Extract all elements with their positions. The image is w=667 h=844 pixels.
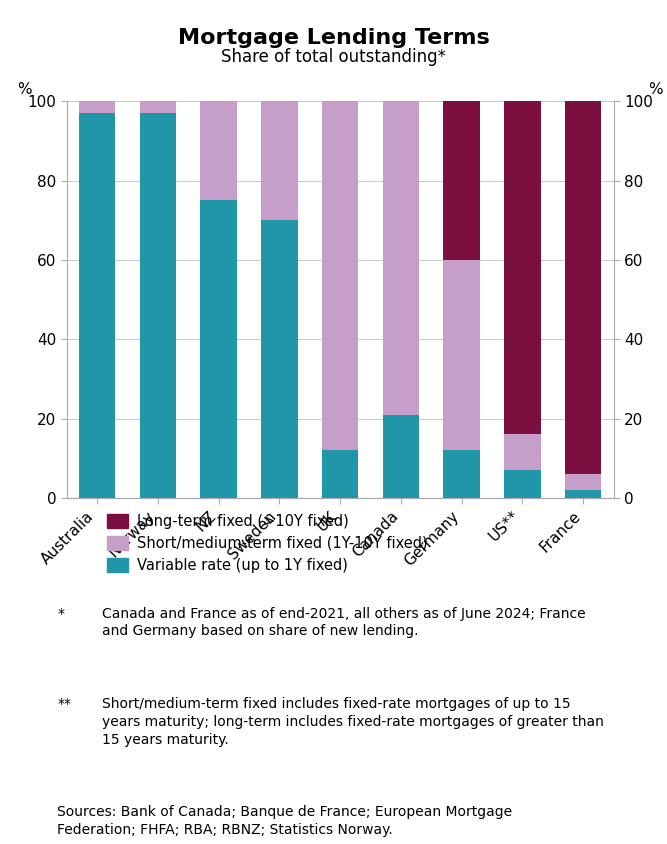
Bar [200, 201, 237, 498]
Text: Sources: Bank of Canada; Banque de France; European Mortgage
Federation; FHFA; R: Sources: Bank of Canada; Banque de Franc… [57, 805, 512, 836]
Bar [565, 490, 602, 498]
Bar [139, 113, 176, 498]
Text: %: % [648, 83, 663, 97]
Text: Short/medium-term fixed includes fixed-rate mortgages of up to 15
years maturity: Short/medium-term fixed includes fixed-r… [103, 697, 604, 747]
Bar [504, 101, 541, 435]
Bar [383, 414, 419, 498]
Bar [383, 101, 419, 414]
Bar [79, 101, 115, 113]
Bar [322, 451, 358, 498]
Bar [444, 260, 480, 451]
Bar [504, 435, 541, 470]
Bar [200, 101, 237, 201]
Bar [504, 470, 541, 498]
Bar [261, 101, 297, 220]
Text: Canada and France as of end-2021, all others as of June 2024; France
and Germany: Canada and France as of end-2021, all ot… [103, 607, 586, 638]
Text: *: * [57, 607, 64, 620]
Text: Share of total outstanding*: Share of total outstanding* [221, 48, 446, 67]
Text: %: % [17, 83, 32, 97]
Text: **: ** [57, 697, 71, 711]
Legend: Long-term fixed (>10Y fixed), Short/medium-term fixed (1Y-10Y fixed), Variable r: Long-term fixed (>10Y fixed), Short/medi… [107, 514, 427, 573]
Bar [565, 474, 602, 490]
Bar [79, 113, 115, 498]
Text: Mortgage Lending Terms: Mortgage Lending Terms [177, 28, 490, 48]
Bar [261, 220, 297, 498]
Bar [444, 101, 480, 260]
Bar [139, 101, 176, 113]
Bar [565, 101, 602, 474]
Bar [322, 101, 358, 451]
Bar [444, 451, 480, 498]
